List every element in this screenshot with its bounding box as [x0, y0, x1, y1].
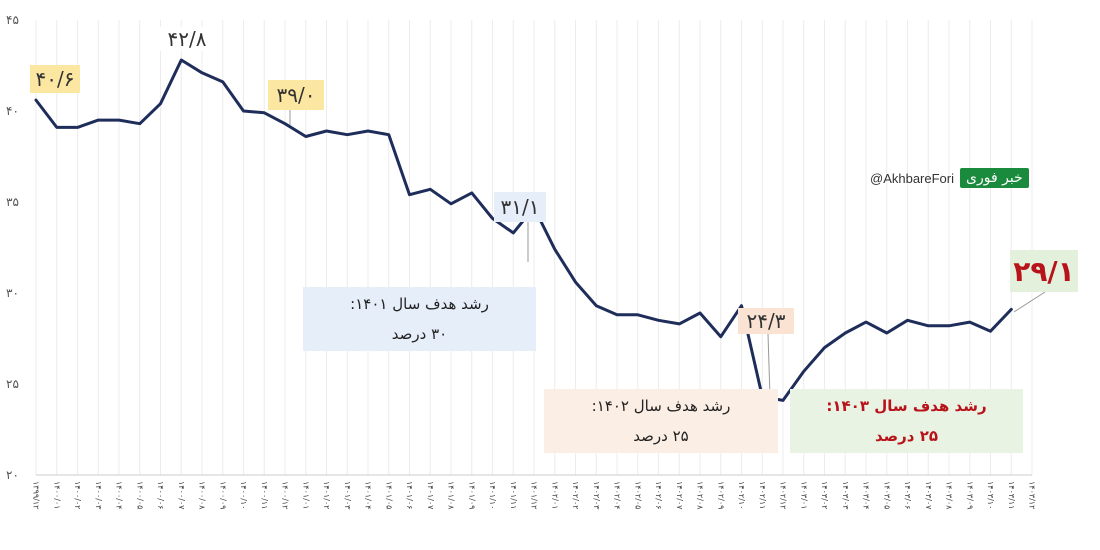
y-tick-label: ۲۵ — [6, 377, 19, 391]
x-tick-label: ۱۴۰۳/۰۶ — [903, 481, 912, 509]
value-annotation: ۳۱/۱ — [494, 192, 546, 222]
x-tick-label: ۱۴۰۲/۰۸ — [696, 481, 705, 510]
x-tick-label: ۱۴۰۳/۰۵ — [882, 481, 891, 509]
value-annotation: ۴۰/۶ — [30, 65, 80, 93]
x-tick-label: ۱۴۰۳/۰۷ — [924, 481, 933, 510]
x-tick-label: ۱۴۰۱/۰۱ — [301, 481, 310, 509]
x-tick-label: ۱۴۰۱/۰۶ — [405, 481, 414, 509]
y-tick-label: ۴۵ — [6, 13, 19, 27]
x-tick-label: ۱۴۰۳/۰۹ — [965, 481, 974, 509]
y-tick-label: ۳۵ — [6, 195, 19, 209]
x-tick-label: ۱۴۰۰/۰۳ — [94, 481, 103, 510]
x-tick-label: ۱۴۰۲/۰۱ — [550, 481, 559, 509]
annotation-leader — [767, 333, 771, 398]
x-tick-label: ۱۴۰۱/۰۴ — [364, 481, 373, 509]
x-tick-label: ۱۴۰۰/۰۶ — [156, 481, 165, 509]
x-tick-label: ۱۴۰۰/۰۲ — [73, 481, 82, 509]
annotation-leader — [1013, 291, 1046, 313]
note-line-2: ۳۰ درصد — [391, 325, 448, 343]
x-tick-label: ۱۴۰۰/۱۱ — [260, 481, 269, 509]
x-tick-label: ۱۴۰۱/۱۱ — [509, 481, 518, 509]
note-line-1: رشد هدف سال ۱۴۰۳: — [826, 397, 987, 415]
brand-logo: خبر فوری — [960, 168, 1029, 188]
value-annotation: ۲۹/۱ — [1010, 250, 1078, 292]
x-tick-label: ۱۴۰۳/۰۲ — [820, 481, 829, 509]
x-tick-label: ۱۴۰۲/۰۳ — [592, 481, 601, 510]
x-tick-label: ۱۴۰۰/۰۱ — [52, 481, 61, 509]
y-tick-label: ۳۰ — [6, 286, 19, 300]
x-tick-label: ۱۴۰۰/۰۷ — [177, 481, 186, 510]
target-note: رشد هدف سال ۱۴۰۳: ۲۵ درصد — [790, 389, 1023, 453]
x-tick-label: ۱۳۹۹/۱۲ — [32, 481, 41, 509]
x-tick-label: ۱۴۰۱/۰۲ — [322, 481, 331, 509]
x-tick-label: ۱۴۰۲/۰۴ — [613, 481, 622, 509]
value-annotation: ۳۹/۰ — [268, 80, 324, 110]
x-tick-label: ۱۴۰۲/۰۲ — [571, 481, 580, 509]
value-annotation: ۲۴/۳ — [738, 308, 794, 334]
x-tick-label: ۱۴۰۳/۱۱ — [1007, 481, 1016, 509]
x-tick-label: ۱۴۰۰/۰۵ — [135, 481, 144, 509]
x-tick-label: ۱۴۰۲/۰۹ — [716, 481, 725, 509]
social-handle: @AkhbareFori — [870, 170, 955, 186]
x-tick-label: ۱۴۰۱/۰۸ — [447, 481, 456, 510]
x-tick-label: ۱۴۰۳/۱۰ — [986, 481, 995, 509]
x-tick-label: ۱۴۰۱/۰۵ — [384, 481, 393, 509]
x-tick-label: ۱۴۰۱/۰۹ — [467, 481, 476, 509]
x-tick-label: ۱۴۰۲/۰۷ — [675, 481, 684, 510]
x-tick-label: ۱۴۰۰/۱۲ — [281, 481, 290, 509]
x-tick-label: ۱۴۰۱/۰۳ — [343, 481, 352, 510]
x-tick-label: ۱۴۰۱/۰۷ — [426, 481, 435, 510]
note-line-1: رشد هدف سال ۱۴۰۲: — [591, 397, 731, 415]
x-tick-label: ۱۴۰۲/۱۲ — [779, 481, 788, 509]
x-tick-label: ۱۴۰۰/۰۹ — [218, 481, 227, 509]
target-note: رشد هدف سال ۱۴۰۱: ۳۰ درصد — [303, 287, 536, 351]
x-tick-label: ۱۴۰۳/۰۳ — [841, 481, 850, 510]
value-annotation: ۴۲/۸ — [160, 27, 214, 51]
y-tick-label: ۴۰ — [6, 104, 19, 118]
target-note: رشد هدف سال ۱۴۰۲: ۲۵ درصد — [544, 389, 778, 453]
x-tick-label: ۱۴۰۲/۰۶ — [654, 481, 663, 509]
x-tick-label: ۱۴۰۰/۰۴ — [115, 481, 124, 509]
x-tick-label: ۱۴۰۳/۰۴ — [862, 481, 871, 509]
x-tick-label: ۱۴۰۳/۱۲ — [1028, 481, 1037, 509]
x-tick-label: ۱۴۰۲/۰۵ — [633, 481, 642, 509]
x-tick-label: ۱۴۰۳/۰۸ — [945, 481, 954, 510]
x-tick-label: ۱۴۰۳/۰۱ — [799, 481, 808, 509]
note-line-1: رشد هدف سال ۱۴۰۱: — [350, 295, 489, 313]
x-tick-label: ۱۴۰۲/۱۱ — [758, 481, 767, 509]
y-tick-label: ۲۰ — [6, 468, 19, 482]
brand: @AkhbareFori خبر فوری — [870, 168, 1029, 188]
x-tick-label: ۱۴۰۱/۱۲ — [530, 481, 539, 509]
note-line-2: ۲۵ درصد — [633, 427, 689, 445]
x-tick-label: ۱۴۰۰/۱۰ — [239, 481, 248, 509]
note-line-2: ۲۵ درصد — [874, 427, 939, 445]
x-tick-label: ۱۴۰۱/۱۰ — [488, 481, 497, 509]
x-tick-label: ۱۴۰۰/۰۸ — [198, 481, 207, 510]
x-tick-label: ۱۴۰۲/۱۰ — [737, 481, 746, 509]
